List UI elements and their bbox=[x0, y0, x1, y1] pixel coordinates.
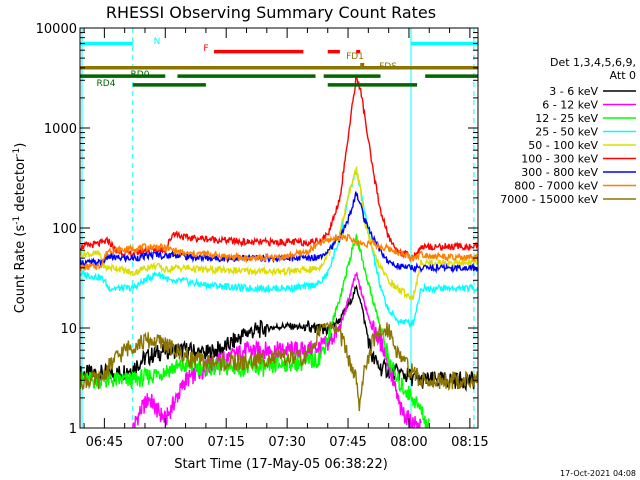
legend-label-50-100-kev: 50 - 100 keV bbox=[528, 139, 598, 152]
legend-label-3-6-kev: 3 - 6 keV bbox=[549, 85, 598, 98]
footer-timestamp: 17-Oct-2021 04:08 bbox=[560, 469, 636, 478]
y-tick-label: 10000 bbox=[36, 22, 77, 37]
y-tick-label: 10 bbox=[60, 322, 77, 337]
y-tick-label: 1 bbox=[69, 422, 77, 437]
x-tick-label: 07:45 bbox=[329, 435, 366, 450]
annotation-n: N bbox=[154, 37, 161, 47]
legend-header-line-1: Att 0 bbox=[610, 69, 636, 82]
legend-label-800-7000-kev: 800 - 7000 keV bbox=[514, 180, 598, 193]
chart-title: RHESSI Observing Summary Count Rates bbox=[106, 3, 436, 22]
legend-label-6-12-kev: 6 - 12 keV bbox=[542, 99, 598, 112]
legend-label-100-300-kev: 100 - 300 keV bbox=[521, 153, 598, 166]
y-axis-label-main: Count Rate (s bbox=[13, 225, 28, 314]
x-tick-label: 08:15 bbox=[451, 435, 488, 450]
x-tick-label: 07:30 bbox=[268, 435, 305, 450]
annotation-rd4: RD4 bbox=[97, 79, 116, 89]
y-axis-label-exponent-1: -1 bbox=[12, 216, 22, 225]
y-axis-label: Count Rate (s-1 detector-1) bbox=[12, 143, 28, 314]
y-axis-label-end: ) bbox=[13, 143, 28, 148]
x-tick-label: 07:00 bbox=[147, 435, 184, 450]
annotation-fd1: FD1 bbox=[346, 52, 364, 62]
annotation-rd0: RD0 bbox=[131, 70, 150, 80]
legend-header-line-0: Det 1,3,4,5,6,9, bbox=[550, 56, 636, 69]
x-tick-label: 06:45 bbox=[86, 435, 123, 450]
legend-label-7000-15000-kev: 7000 - 15000 keV bbox=[500, 193, 598, 206]
legend-label-12-25-kev: 12 - 25 keV bbox=[535, 112, 598, 125]
y-axis-label-middle: detector bbox=[13, 156, 28, 216]
x-tick-label: 08:00 bbox=[390, 435, 427, 450]
annotation-fds: FDS bbox=[379, 62, 397, 72]
y-tick-label: 100 bbox=[52, 222, 77, 237]
legend-label-300-800-kev: 300 - 800 keV bbox=[521, 166, 598, 179]
x-axis-label: Start Time (17-May-05 06:38:22) bbox=[174, 457, 388, 472]
y-tick-label: 1000 bbox=[44, 122, 77, 137]
annotation-f: F bbox=[203, 44, 208, 54]
x-tick-label: 07:15 bbox=[207, 435, 244, 450]
legend-label-25-50-kev: 25 - 50 keV bbox=[535, 126, 598, 139]
y-axis-label-exponent-2: -1 bbox=[12, 148, 22, 157]
